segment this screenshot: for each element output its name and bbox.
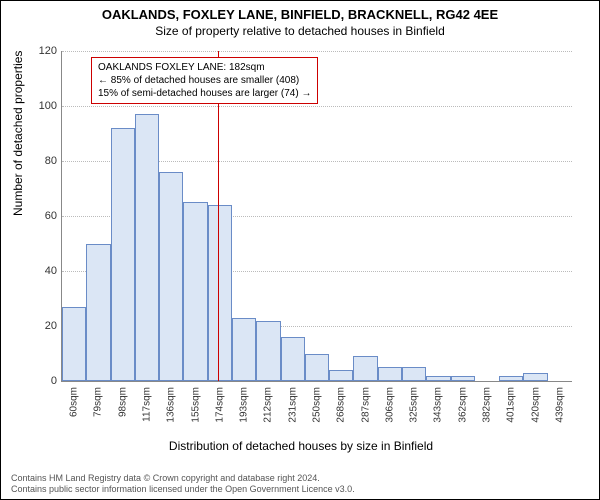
gridline	[62, 106, 572, 107]
chart-title: OAKLANDS, FOXLEY LANE, BINFIELD, BRACKNE…	[1, 7, 599, 22]
histogram-bar	[232, 318, 256, 381]
x-tick-label: 325sqm	[409, 387, 420, 423]
y-tick-label: 80	[27, 155, 57, 167]
y-tick-label: 20	[27, 320, 57, 332]
y-tick-label: 0	[27, 375, 57, 387]
histogram-bar	[183, 202, 207, 381]
gridline	[62, 51, 572, 52]
histogram-bar	[451, 376, 475, 382]
y-tick-label: 40	[27, 265, 57, 277]
annotation-line1: OAKLANDS FOXLEY LANE: 182sqm	[98, 61, 311, 74]
reference-annotation: OAKLANDS FOXLEY LANE: 182sqm ← 85% of de…	[91, 57, 318, 104]
annotation-line2: ← 85% of detached houses are smaller (40…	[98, 74, 311, 87]
histogram-bar	[62, 307, 86, 381]
x-tick-label: 420sqm	[530, 387, 541, 423]
x-tick-label: 268sqm	[336, 387, 347, 423]
histogram-bar	[426, 376, 450, 382]
x-tick-label: 250sqm	[312, 387, 323, 423]
x-tick-label: 439sqm	[554, 387, 565, 423]
histogram-bar	[281, 337, 305, 381]
histogram-bar	[208, 205, 232, 381]
x-tick-label: 401sqm	[506, 387, 517, 423]
plot-area: 60sqm79sqm98sqm117sqm136sqm155sqm174sqm1…	[61, 51, 571, 381]
footer: Contains HM Land Registry data © Crown c…	[11, 473, 355, 495]
x-tick-label: 79sqm	[93, 387, 104, 417]
footer-line1: Contains HM Land Registry data © Crown c…	[11, 473, 355, 484]
footer-line2: Contains public sector information licen…	[11, 484, 355, 495]
y-tick-label: 120	[27, 45, 57, 57]
x-tick-label: 212sqm	[263, 387, 274, 423]
histogram-bar	[135, 114, 159, 381]
x-tick-label: 362sqm	[457, 387, 468, 423]
chart-subtitle: Size of property relative to detached ho…	[1, 24, 599, 38]
histogram-bar	[402, 367, 426, 381]
x-tick-label: 231sqm	[287, 387, 298, 423]
y-tick-label: 60	[27, 210, 57, 222]
histogram-bar	[499, 376, 523, 382]
histogram-bar	[86, 244, 110, 382]
x-tick-label: 193sqm	[239, 387, 250, 423]
x-tick-label: 287sqm	[360, 387, 371, 423]
histogram-bar	[256, 321, 280, 382]
x-tick-label: 117sqm	[142, 387, 153, 422]
histogram-bar	[111, 128, 135, 381]
histogram-bar	[305, 354, 329, 382]
histogram-bar	[329, 370, 353, 381]
histogram-bar	[523, 373, 547, 381]
x-tick-label: 155sqm	[190, 387, 201, 423]
x-tick-label: 382sqm	[482, 387, 493, 423]
chart-container: OAKLANDS, FOXLEY LANE, BINFIELD, BRACKNE…	[0, 0, 600, 500]
y-tick-label: 100	[27, 100, 57, 112]
x-tick-label: 98sqm	[117, 387, 128, 417]
x-tick-label: 60sqm	[69, 387, 80, 417]
x-axis-label: Distribution of detached houses by size …	[1, 439, 600, 453]
x-tick-label: 136sqm	[166, 387, 177, 423]
histogram-bar	[353, 356, 377, 381]
histogram-bar	[159, 172, 183, 381]
x-tick-label: 174sqm	[214, 387, 225, 423]
x-tick-label: 343sqm	[433, 387, 444, 423]
annotation-line3: 15% of semi-detached houses are larger (…	[98, 87, 311, 100]
y-axis-label: Number of detached properties	[11, 51, 25, 216]
histogram-bar	[378, 367, 402, 381]
x-tick-label: 306sqm	[384, 387, 395, 423]
